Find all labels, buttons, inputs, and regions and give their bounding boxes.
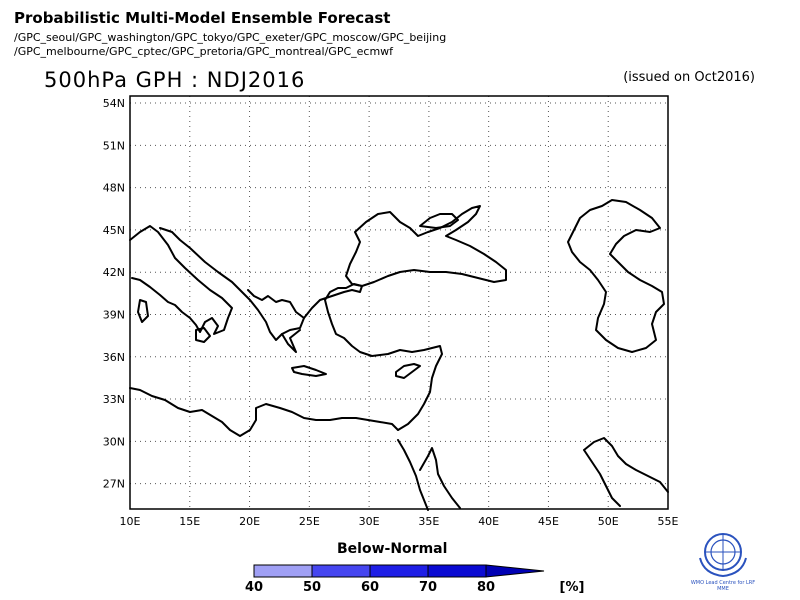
wmo-logo-icon [699, 533, 747, 578]
lon-label: 10E [120, 515, 141, 528]
lon-label: 20E [239, 515, 260, 528]
wmo-logo-text: WMO Lead Centre for LRF MME [690, 580, 756, 592]
colorbar-tick-label: 40 [245, 580, 263, 595]
coastline-azov [419, 213, 459, 229]
lon-label: 55E [658, 515, 679, 528]
issued-date: (issued on Oct2016) [623, 70, 755, 85]
lat-label: 39N [103, 308, 125, 321]
lat-label: 33N [103, 393, 125, 406]
coastline-crete [291, 365, 327, 377]
colorbar-arrow [485, 564, 545, 578]
colorbar-tick-label: 50 [303, 580, 321, 595]
map-title: 500hPa GPH : NDJ2016 [44, 68, 306, 92]
colorbar-title: Below-Normal [337, 541, 448, 557]
lat-label: 54N [103, 97, 125, 110]
colorbar-unit: [%] [560, 580, 585, 595]
forecast-title: Probabilistic Multi-Model Ensemble Forec… [14, 9, 391, 27]
latitude-labels: 54N 51N 48N 45N 42N 39N 36N 33N 30N 27N [103, 97, 125, 491]
coastline-greece-turkey [281, 283, 443, 431]
coastline-adriatic [159, 227, 305, 341]
model-list-line-1: /GPC_seoul/GPC_washington/GPC_tokyo/GPC_… [14, 31, 447, 44]
lat-label: 36N [103, 351, 125, 364]
colorbar: 40 50 60 70 80 [%] [245, 564, 585, 595]
coastline-italy-balkans [129, 225, 233, 335]
lon-label: 45E [538, 515, 559, 528]
lon-label: 40E [478, 515, 499, 528]
lat-label: 30N [103, 435, 125, 448]
coastline-africa-north [129, 387, 399, 437]
colorbar-tick-label: 80 [477, 580, 495, 595]
colorbar-segment [311, 564, 371, 578]
coastline-cyprus [395, 363, 421, 379]
coastline-red-sea [397, 439, 461, 511]
longitude-labels: 10E 15E 20E 25E 30E 35E 40E 45E 50E 55E [120, 515, 679, 528]
lon-label: 30E [359, 515, 380, 528]
lat-label: 42N [103, 266, 125, 279]
colorbar-tick-label: 70 [419, 580, 437, 595]
lat-label: 45N [103, 224, 125, 237]
coastlines [129, 199, 669, 511]
colorbar-segment [369, 564, 429, 578]
colorbar-segment [253, 564, 313, 578]
lon-label: 50E [598, 515, 619, 528]
colorbar-tick-label: 60 [361, 580, 379, 595]
lon-label: 15E [179, 515, 200, 528]
coastline-persian-gulf [583, 437, 669, 507]
lat-label: 27N [103, 478, 125, 491]
coastline-sardinia [137, 299, 149, 323]
colorbar-segment [427, 564, 487, 578]
coastline-sicily [195, 327, 211, 343]
map-frame [129, 95, 669, 510]
lon-label: 25E [299, 515, 320, 528]
coastline-black-sea [345, 205, 507, 287]
lat-label: 48N [103, 182, 125, 195]
lat-label: 51N [103, 139, 125, 152]
lon-label: 35E [418, 515, 439, 528]
coastline-caspian [567, 199, 665, 353]
model-list-line-2: /GPC_melbourne/GPC_cptec/GPC_pretoria/GP… [14, 45, 394, 58]
